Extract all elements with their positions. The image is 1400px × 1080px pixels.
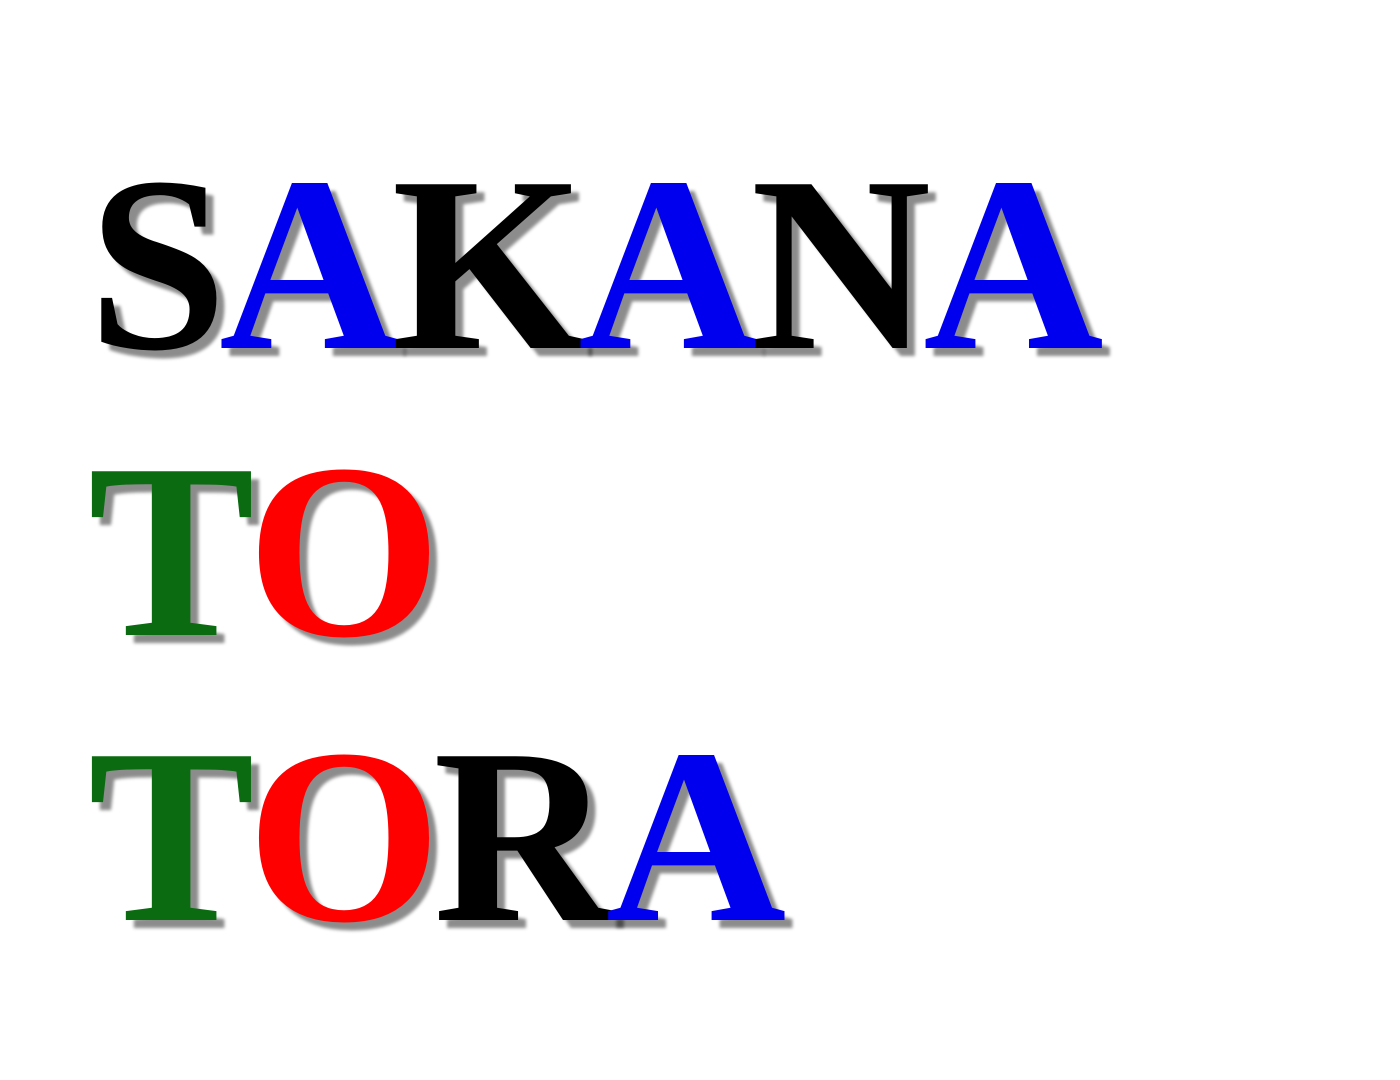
letter-t: T — [88, 413, 255, 690]
word-tora: TORA — [88, 698, 787, 975]
letter-t: T — [88, 698, 255, 975]
letter-a: A — [605, 698, 787, 975]
letter-a: A — [578, 126, 759, 403]
letter-o: O — [246, 698, 441, 975]
word-sakana: SAKANA — [88, 126, 1104, 403]
letter-s: S — [88, 126, 227, 403]
letter-k: K — [391, 126, 586, 403]
letter-a: A — [923, 126, 1104, 403]
letter-a: A — [219, 126, 400, 403]
letter-n: N — [750, 126, 932, 403]
letter-o: O — [246, 413, 441, 690]
word-to: TO — [88, 413, 441, 690]
letter-r: R — [433, 698, 614, 975]
